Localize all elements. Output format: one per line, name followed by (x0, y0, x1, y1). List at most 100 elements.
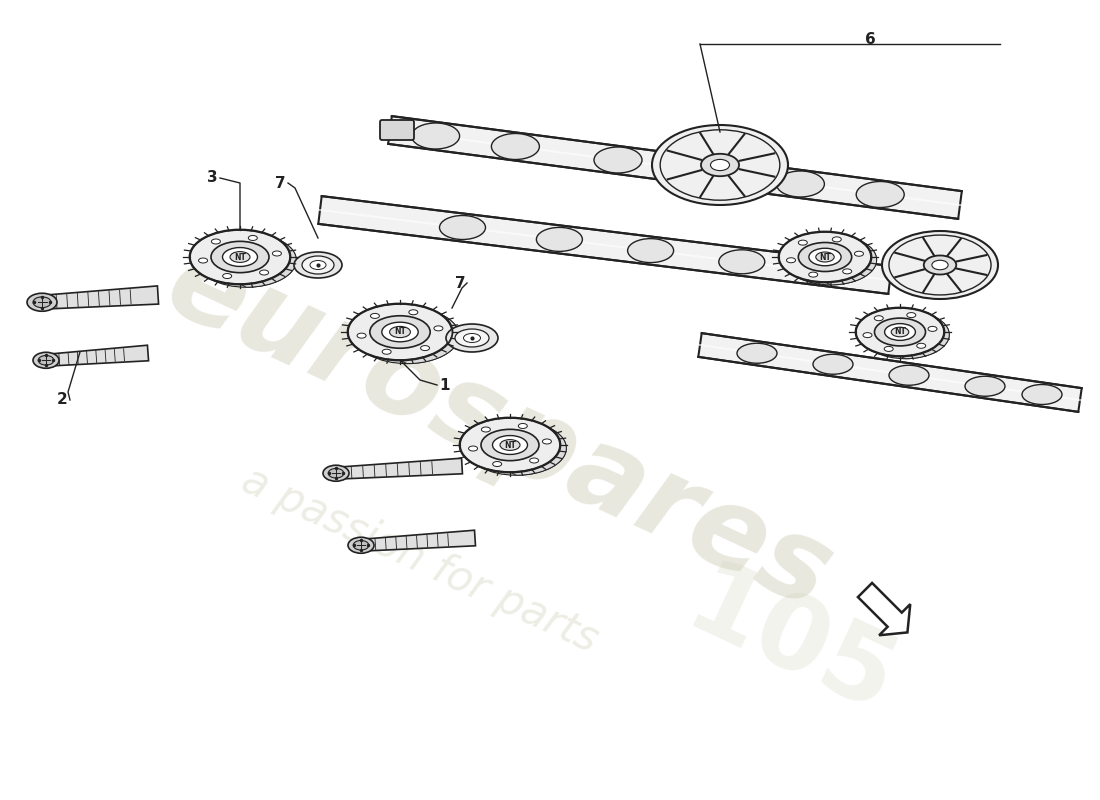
Ellipse shape (737, 343, 777, 363)
Ellipse shape (460, 418, 560, 472)
Polygon shape (825, 232, 877, 285)
Ellipse shape (28, 294, 57, 311)
Text: 7: 7 (275, 175, 285, 190)
Ellipse shape (799, 259, 845, 284)
Ellipse shape (230, 251, 250, 262)
Ellipse shape (493, 462, 502, 466)
Ellipse shape (39, 355, 54, 365)
Ellipse shape (222, 247, 257, 266)
Ellipse shape (249, 235, 257, 241)
Ellipse shape (856, 308, 944, 356)
Ellipse shape (382, 322, 418, 342)
Ellipse shape (190, 230, 290, 284)
Ellipse shape (784, 235, 877, 285)
Ellipse shape (786, 258, 795, 262)
Ellipse shape (196, 234, 296, 287)
Text: 7: 7 (454, 275, 465, 290)
Ellipse shape (328, 469, 344, 478)
Ellipse shape (348, 304, 452, 360)
Ellipse shape (843, 269, 851, 274)
Polygon shape (510, 418, 566, 475)
Ellipse shape (389, 326, 410, 338)
Ellipse shape (481, 430, 539, 461)
Ellipse shape (777, 171, 824, 197)
Ellipse shape (446, 324, 498, 352)
Ellipse shape (856, 182, 904, 207)
Ellipse shape (222, 274, 232, 278)
Ellipse shape (874, 316, 883, 321)
Ellipse shape (353, 541, 369, 550)
Ellipse shape (433, 326, 443, 331)
Text: 105: 105 (670, 554, 910, 737)
Text: NT: NT (234, 253, 246, 262)
Polygon shape (240, 230, 296, 287)
Text: a passion for parts: a passion for parts (235, 459, 605, 661)
Ellipse shape (906, 313, 916, 318)
Ellipse shape (211, 242, 270, 273)
Polygon shape (50, 346, 148, 366)
Ellipse shape (492, 134, 539, 159)
Ellipse shape (833, 237, 842, 242)
Ellipse shape (808, 248, 842, 266)
Text: NT: NT (820, 253, 830, 262)
Ellipse shape (33, 297, 51, 308)
Ellipse shape (440, 215, 485, 239)
Ellipse shape (348, 538, 374, 554)
Ellipse shape (799, 242, 851, 271)
Ellipse shape (932, 260, 948, 270)
Ellipse shape (211, 239, 220, 244)
Polygon shape (698, 333, 1081, 412)
Text: NT: NT (394, 327, 406, 337)
Ellipse shape (1022, 385, 1062, 405)
Text: 6: 6 (865, 33, 876, 47)
Ellipse shape (310, 261, 326, 270)
Ellipse shape (370, 316, 430, 348)
Polygon shape (858, 583, 911, 635)
Ellipse shape (855, 251, 864, 256)
Text: eurospares: eurospares (151, 227, 849, 633)
Ellipse shape (466, 422, 566, 475)
Ellipse shape (891, 327, 909, 337)
Polygon shape (400, 304, 459, 363)
Polygon shape (900, 308, 949, 358)
Ellipse shape (701, 154, 739, 176)
Ellipse shape (594, 147, 642, 173)
Ellipse shape (884, 323, 915, 341)
Text: 3: 3 (207, 170, 218, 186)
Ellipse shape (409, 310, 418, 314)
Ellipse shape (382, 350, 392, 354)
Ellipse shape (864, 333, 872, 338)
FancyBboxPatch shape (379, 120, 414, 140)
Ellipse shape (965, 376, 1005, 396)
Ellipse shape (199, 258, 208, 263)
Ellipse shape (889, 366, 930, 386)
Ellipse shape (260, 270, 268, 275)
Ellipse shape (537, 227, 582, 251)
Ellipse shape (924, 255, 956, 274)
Text: NT: NT (504, 441, 516, 450)
Ellipse shape (323, 466, 349, 482)
Polygon shape (318, 196, 892, 294)
Ellipse shape (652, 125, 788, 205)
Ellipse shape (685, 159, 734, 185)
Ellipse shape (518, 423, 527, 429)
Ellipse shape (529, 458, 539, 463)
Text: 1: 1 (440, 378, 450, 393)
Ellipse shape (711, 159, 729, 170)
Ellipse shape (420, 346, 430, 350)
Ellipse shape (273, 251, 282, 256)
Ellipse shape (718, 250, 764, 274)
Ellipse shape (493, 435, 528, 454)
Ellipse shape (882, 231, 998, 299)
Ellipse shape (916, 343, 926, 348)
Ellipse shape (482, 427, 491, 432)
Ellipse shape (808, 272, 817, 277)
Polygon shape (364, 530, 475, 551)
Ellipse shape (358, 333, 366, 338)
Ellipse shape (813, 354, 852, 374)
Ellipse shape (33, 352, 59, 368)
Ellipse shape (371, 314, 380, 318)
Ellipse shape (874, 318, 925, 346)
Ellipse shape (463, 334, 481, 342)
Ellipse shape (355, 308, 459, 363)
